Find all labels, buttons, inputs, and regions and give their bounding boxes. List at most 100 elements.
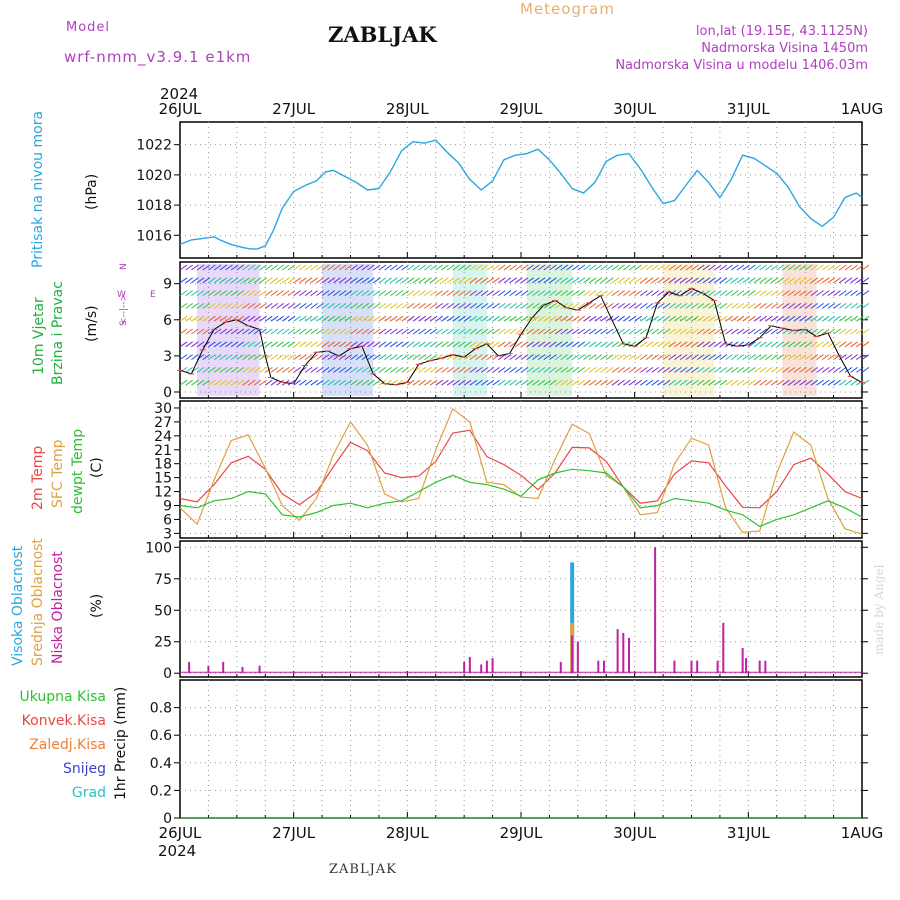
wind-barb bbox=[230, 302, 239, 309]
wind-barb bbox=[282, 302, 290, 309]
wind-barb bbox=[219, 264, 228, 271]
wind-barb bbox=[577, 277, 586, 284]
wind-barb bbox=[588, 379, 597, 386]
wind-barb bbox=[651, 264, 660, 271]
wind-barb bbox=[793, 379, 802, 386]
wind-barb bbox=[446, 277, 455, 284]
wind-barb bbox=[463, 302, 472, 309]
wind-barb bbox=[804, 264, 813, 271]
wind-ylabel-line1: 10m Vjetar bbox=[31, 297, 47, 375]
wind-barb bbox=[623, 277, 631, 284]
cloud-low-bar bbox=[468, 656, 471, 674]
wind-barb bbox=[702, 379, 711, 386]
wind-barb bbox=[571, 366, 580, 373]
wind-barb bbox=[230, 341, 239, 348]
ytick-label-clouds: 100 bbox=[145, 540, 172, 556]
wind-barb bbox=[645, 290, 654, 297]
wind-barb bbox=[389, 366, 398, 373]
wind-barb bbox=[497, 277, 506, 284]
cloud-low-bar bbox=[241, 666, 244, 674]
wind-barb bbox=[316, 379, 324, 386]
wind-barb bbox=[191, 302, 199, 309]
cloud-low-bar bbox=[491, 658, 494, 674]
wind-barb bbox=[355, 341, 364, 348]
wind-barb bbox=[782, 366, 790, 373]
wind-barb bbox=[429, 264, 438, 271]
wind-barb bbox=[185, 302, 193, 309]
wind-barb bbox=[776, 315, 785, 322]
wind-barb bbox=[515, 379, 523, 386]
wind-barb bbox=[816, 379, 824, 386]
wind-barb bbox=[219, 290, 228, 297]
wind-barb bbox=[327, 366, 336, 373]
wind-barb bbox=[299, 315, 307, 322]
wind-barb bbox=[651, 277, 660, 284]
ytick-label-wind: 3 bbox=[163, 349, 172, 365]
ytick-label-temperature: 15 bbox=[154, 471, 172, 487]
wind-barb bbox=[742, 354, 750, 361]
wind-barb bbox=[611, 277, 620, 284]
wind-barb bbox=[776, 302, 785, 309]
wind-barb bbox=[571, 277, 580, 284]
cloud-low-bar bbox=[741, 648, 744, 674]
wind-barb bbox=[833, 290, 841, 297]
wind-barb bbox=[503, 366, 512, 373]
ytick-label-clouds: 0 bbox=[163, 666, 172, 682]
wind-barb bbox=[316, 264, 324, 271]
wind-barb bbox=[418, 315, 426, 322]
wind-barb bbox=[708, 341, 716, 348]
wind-barb bbox=[713, 302, 722, 309]
wind-barb bbox=[759, 379, 767, 386]
wind-barb bbox=[191, 315, 199, 322]
wind-barb bbox=[299, 379, 307, 386]
time-label-top: 31JUL bbox=[727, 100, 770, 118]
wind-barb bbox=[384, 290, 392, 297]
wind-barb bbox=[344, 341, 353, 348]
wind-barb bbox=[588, 302, 597, 309]
wind-barb bbox=[344, 302, 353, 309]
wind-barb bbox=[333, 328, 341, 335]
wind-barb bbox=[833, 277, 841, 284]
wind-barb bbox=[412, 328, 421, 335]
wind-barb bbox=[861, 328, 870, 335]
wind-barb bbox=[446, 341, 455, 348]
wind-barb bbox=[605, 290, 614, 297]
wind-barb bbox=[861, 277, 870, 284]
precip-legend-item: Grad bbox=[72, 785, 106, 801]
wind-barb bbox=[435, 328, 444, 335]
wind-barb bbox=[850, 277, 858, 284]
wind-barb bbox=[253, 366, 262, 373]
wind-barb bbox=[458, 341, 466, 348]
wind-barb bbox=[372, 328, 381, 335]
wind-barb bbox=[344, 277, 353, 284]
wind-barb bbox=[407, 341, 415, 348]
wind-barb bbox=[628, 366, 637, 373]
wind-barb bbox=[179, 366, 188, 373]
wind-barb bbox=[787, 302, 796, 309]
wind-barb bbox=[708, 379, 716, 386]
wind-barb bbox=[605, 341, 614, 348]
wind-barb bbox=[566, 315, 574, 322]
wind-barb bbox=[623, 366, 631, 373]
precip-legend-item: Konvek.Kisa bbox=[22, 713, 106, 729]
wind-barb bbox=[321, 302, 330, 309]
wind-barb bbox=[264, 328, 273, 335]
wind-barb bbox=[287, 341, 296, 348]
wind-barb bbox=[293, 328, 301, 335]
wind-barb bbox=[748, 366, 756, 373]
wind-barb bbox=[458, 277, 466, 284]
wind-barb bbox=[594, 354, 603, 361]
wind-barb bbox=[321, 264, 330, 271]
time-label-top: 27JUL bbox=[272, 100, 315, 118]
wind-barb bbox=[338, 277, 347, 284]
wind-barb bbox=[497, 366, 506, 373]
wind-barb bbox=[799, 302, 807, 309]
wind-barb bbox=[469, 379, 478, 386]
wind-barb bbox=[242, 264, 250, 271]
wind-barb bbox=[719, 328, 728, 335]
wind-barb bbox=[401, 328, 409, 335]
wind-barb bbox=[640, 366, 648, 373]
wind-barb bbox=[424, 277, 432, 284]
wind-barb bbox=[321, 277, 330, 284]
wind-barb bbox=[469, 341, 478, 348]
